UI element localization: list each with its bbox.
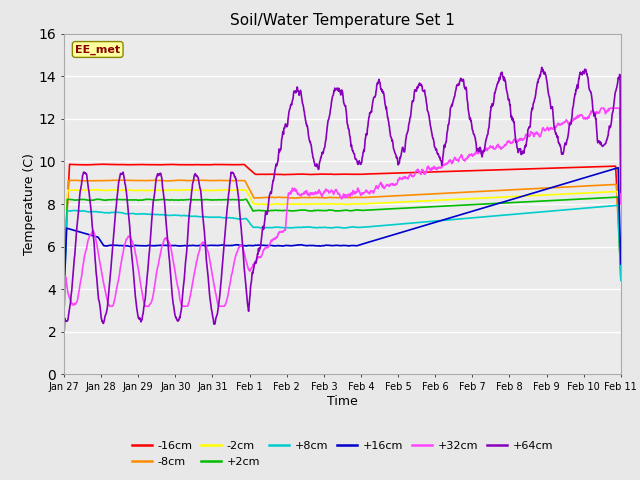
Text: EE_met: EE_met	[75, 44, 120, 55]
+2cm	[318, 208, 326, 214]
+8cm	[617, 277, 625, 283]
-8cm	[103, 178, 111, 183]
+32cm	[60, 303, 68, 309]
-8cm	[126, 178, 134, 183]
+8cm	[103, 210, 111, 216]
-8cm	[60, 232, 68, 238]
+64cm	[308, 147, 316, 153]
+64cm	[617, 190, 625, 195]
+8cm	[60, 244, 68, 250]
-16cm	[318, 171, 326, 177]
-16cm	[617, 261, 625, 266]
Line: +8cm: +8cm	[64, 205, 621, 280]
+64cm	[296, 88, 304, 94]
+8cm	[308, 225, 316, 230]
+16cm	[617, 261, 625, 267]
+16cm	[60, 293, 68, 299]
+8cm	[377, 223, 385, 228]
-16cm	[297, 171, 305, 177]
+16cm	[308, 243, 316, 249]
-8cm	[308, 195, 316, 201]
+2cm	[377, 206, 385, 212]
Legend: -16cm, -8cm, -2cm, +2cm, +8cm, +16cm, +32cm, +64cm: -16cm, -8cm, -2cm, +2cm, +8cm, +16cm, +3…	[127, 437, 557, 471]
+64cm	[318, 152, 326, 158]
+2cm	[614, 194, 621, 200]
+16cm	[296, 242, 304, 248]
+16cm	[377, 236, 385, 241]
+16cm	[126, 243, 134, 249]
Line: -16cm: -16cm	[64, 164, 621, 264]
-8cm	[297, 195, 305, 201]
-8cm	[318, 195, 326, 201]
-2cm	[297, 202, 305, 207]
+32cm	[597, 105, 605, 111]
+2cm	[296, 207, 304, 213]
+2cm	[126, 197, 134, 203]
-16cm	[97, 161, 104, 167]
+64cm	[377, 86, 385, 92]
+8cm	[296, 225, 304, 230]
+2cm	[103, 197, 111, 203]
+64cm	[60, 329, 68, 335]
+2cm	[617, 273, 625, 279]
-8cm	[617, 273, 625, 278]
Line: +64cm: +64cm	[64, 67, 621, 332]
Line: -2cm: -2cm	[64, 190, 621, 274]
X-axis label: Time: Time	[327, 395, 358, 408]
-8cm	[174, 177, 182, 183]
-16cm	[308, 171, 316, 177]
-16cm	[60, 231, 68, 237]
+16cm	[103, 243, 111, 249]
-2cm	[318, 201, 326, 207]
-8cm	[378, 194, 385, 200]
+32cm	[126, 234, 134, 240]
-2cm	[126, 187, 134, 193]
+32cm	[296, 192, 304, 198]
Line: +2cm: +2cm	[64, 197, 621, 276]
+8cm	[318, 225, 326, 230]
+32cm	[103, 297, 111, 302]
+32cm	[318, 193, 326, 199]
+64cm	[538, 64, 545, 70]
-16cm	[104, 161, 111, 167]
Line: +32cm: +32cm	[64, 108, 621, 306]
-2cm	[91, 187, 99, 192]
+16cm	[614, 165, 622, 170]
-2cm	[617, 271, 625, 276]
-2cm	[308, 201, 316, 207]
-2cm	[104, 188, 111, 193]
+8cm	[126, 211, 134, 216]
+16cm	[318, 243, 326, 249]
+64cm	[103, 306, 111, 312]
+2cm	[60, 236, 68, 241]
-2cm	[60, 234, 68, 240]
-16cm	[378, 171, 385, 177]
-16cm	[126, 162, 134, 168]
Title: Soil/Water Temperature Set 1: Soil/Water Temperature Set 1	[230, 13, 455, 28]
+2cm	[308, 208, 316, 214]
Y-axis label: Temperature (C): Temperature (C)	[23, 153, 36, 255]
+32cm	[308, 191, 316, 197]
+32cm	[617, 201, 625, 207]
Line: +16cm: +16cm	[64, 168, 621, 296]
+8cm	[614, 203, 621, 208]
Line: -8cm: -8cm	[64, 180, 621, 276]
-2cm	[378, 200, 385, 206]
+64cm	[126, 224, 134, 230]
+32cm	[377, 180, 385, 185]
